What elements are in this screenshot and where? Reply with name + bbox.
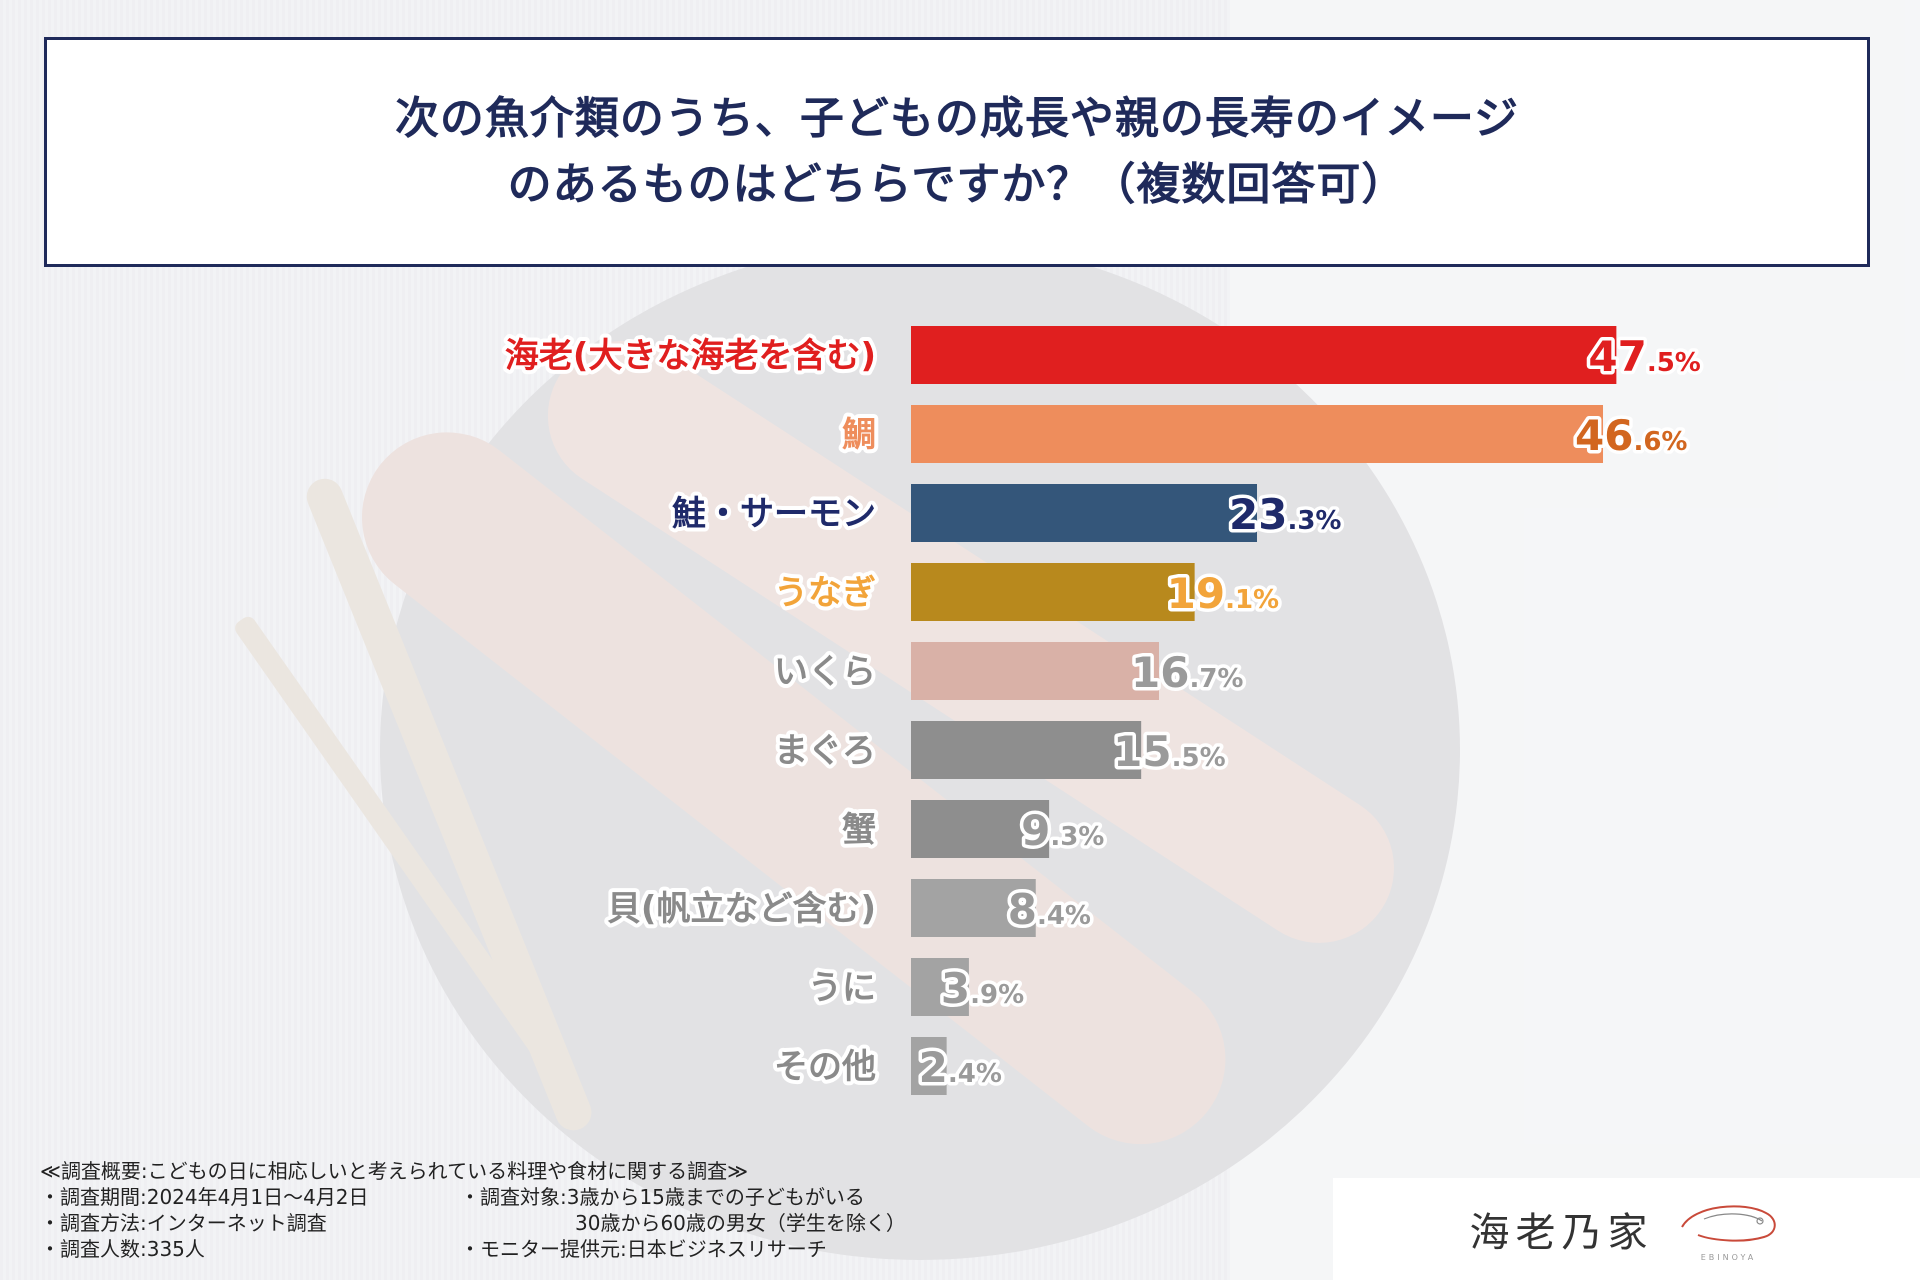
value-label-5: 15.5% bbox=[1113, 727, 1225, 776]
value-label-4: 16.7% bbox=[1131, 648, 1243, 697]
bar-5 bbox=[911, 721, 1142, 779]
survey-target-detail: 30歳から60歳の男女（学生を除く） bbox=[575, 1211, 906, 1235]
survey-target: ・調査対象:3歳から15歳までの子どもがいる bbox=[460, 1185, 865, 1209]
value-label-0: 47.5% bbox=[1588, 332, 1700, 381]
bar-chart: 海老(大きな海老を含む) 47.5% 鯛 46.6% 鮭・サーモン 23.3% うなぎ 19.… bbox=[501, 326, 1704, 1096]
category-label-7: 貝(帆立など含む) bbox=[607, 889, 876, 929]
category-label-6: 蟹 bbox=[842, 810, 876, 850]
shrimp-logo-icon bbox=[1680, 1204, 1776, 1242]
value-label-2: 23.3% bbox=[1229, 490, 1341, 539]
survey-count: ・調査人数:335人 bbox=[40, 1237, 205, 1261]
brand-name: 海老乃家 bbox=[1469, 1210, 1654, 1256]
category-label-3: うなぎ bbox=[774, 573, 876, 613]
brand-subtitle: EBINOYA bbox=[1700, 1252, 1757, 1262]
value-label-8: 3.9% bbox=[941, 964, 1024, 1013]
bar-4 bbox=[911, 642, 1159, 700]
question-title-line-2: のあるものはどちらですか？（複数回答可） bbox=[507, 159, 1407, 210]
bar-0 bbox=[911, 326, 1617, 384]
bar-3 bbox=[911, 563, 1195, 621]
category-label-8: うに bbox=[808, 968, 876, 1008]
survey-method: ・調査方法:インターネット調査 bbox=[40, 1211, 327, 1235]
category-label-4: いくら bbox=[774, 652, 876, 692]
value-label-1: 46.6% bbox=[1575, 411, 1687, 460]
category-label-1: 鯛 bbox=[842, 415, 876, 455]
category-label-0: 海老(大きな海老を含む) bbox=[505, 336, 876, 376]
brand-logo: 海老乃家 EBINOYA bbox=[1333, 1178, 1920, 1280]
value-label-9: 2.4% bbox=[919, 1043, 1002, 1092]
bar-8 bbox=[911, 958, 969, 1016]
question-title-line-1: 次の魚介類のうち、子どもの成長や親の長寿のイメージ bbox=[394, 93, 1520, 144]
value-label-6: 9.3% bbox=[1021, 806, 1104, 855]
bar-1 bbox=[911, 405, 1604, 463]
survey-heading: ≪調査概要:こどもの日に相応しいと考えられている料理や食材に関する調査≫ bbox=[40, 1159, 749, 1183]
survey-notes: ≪調査概要:こどもの日に相応しいと考えられている料理や食材に関する調査≫ ・調査… bbox=[40, 1158, 1320, 1262]
bar-6 bbox=[911, 800, 1050, 858]
survey-monitor: ・モニター提供元:日本ビジネスリサーチ bbox=[460, 1237, 827, 1261]
survey-period: ・調査期間:2024年4月1日～4月2日 bbox=[40, 1185, 369, 1209]
value-label-3: 19.1% bbox=[1167, 569, 1279, 618]
category-label-5: まぐろ bbox=[774, 731, 876, 771]
question-title-box: 次の魚介類のうち、子どもの成長や親の長寿のイメージ のあるものはどちらですか？（… bbox=[44, 37, 1870, 267]
bar-9 bbox=[911, 1037, 947, 1095]
category-label-2: 鮭・サーモン bbox=[672, 494, 876, 534]
category-label-9: その他 bbox=[774, 1047, 876, 1087]
bar-2 bbox=[911, 484, 1258, 542]
bar-7 bbox=[911, 879, 1036, 937]
value-label-7: 8.4% bbox=[1008, 885, 1091, 934]
